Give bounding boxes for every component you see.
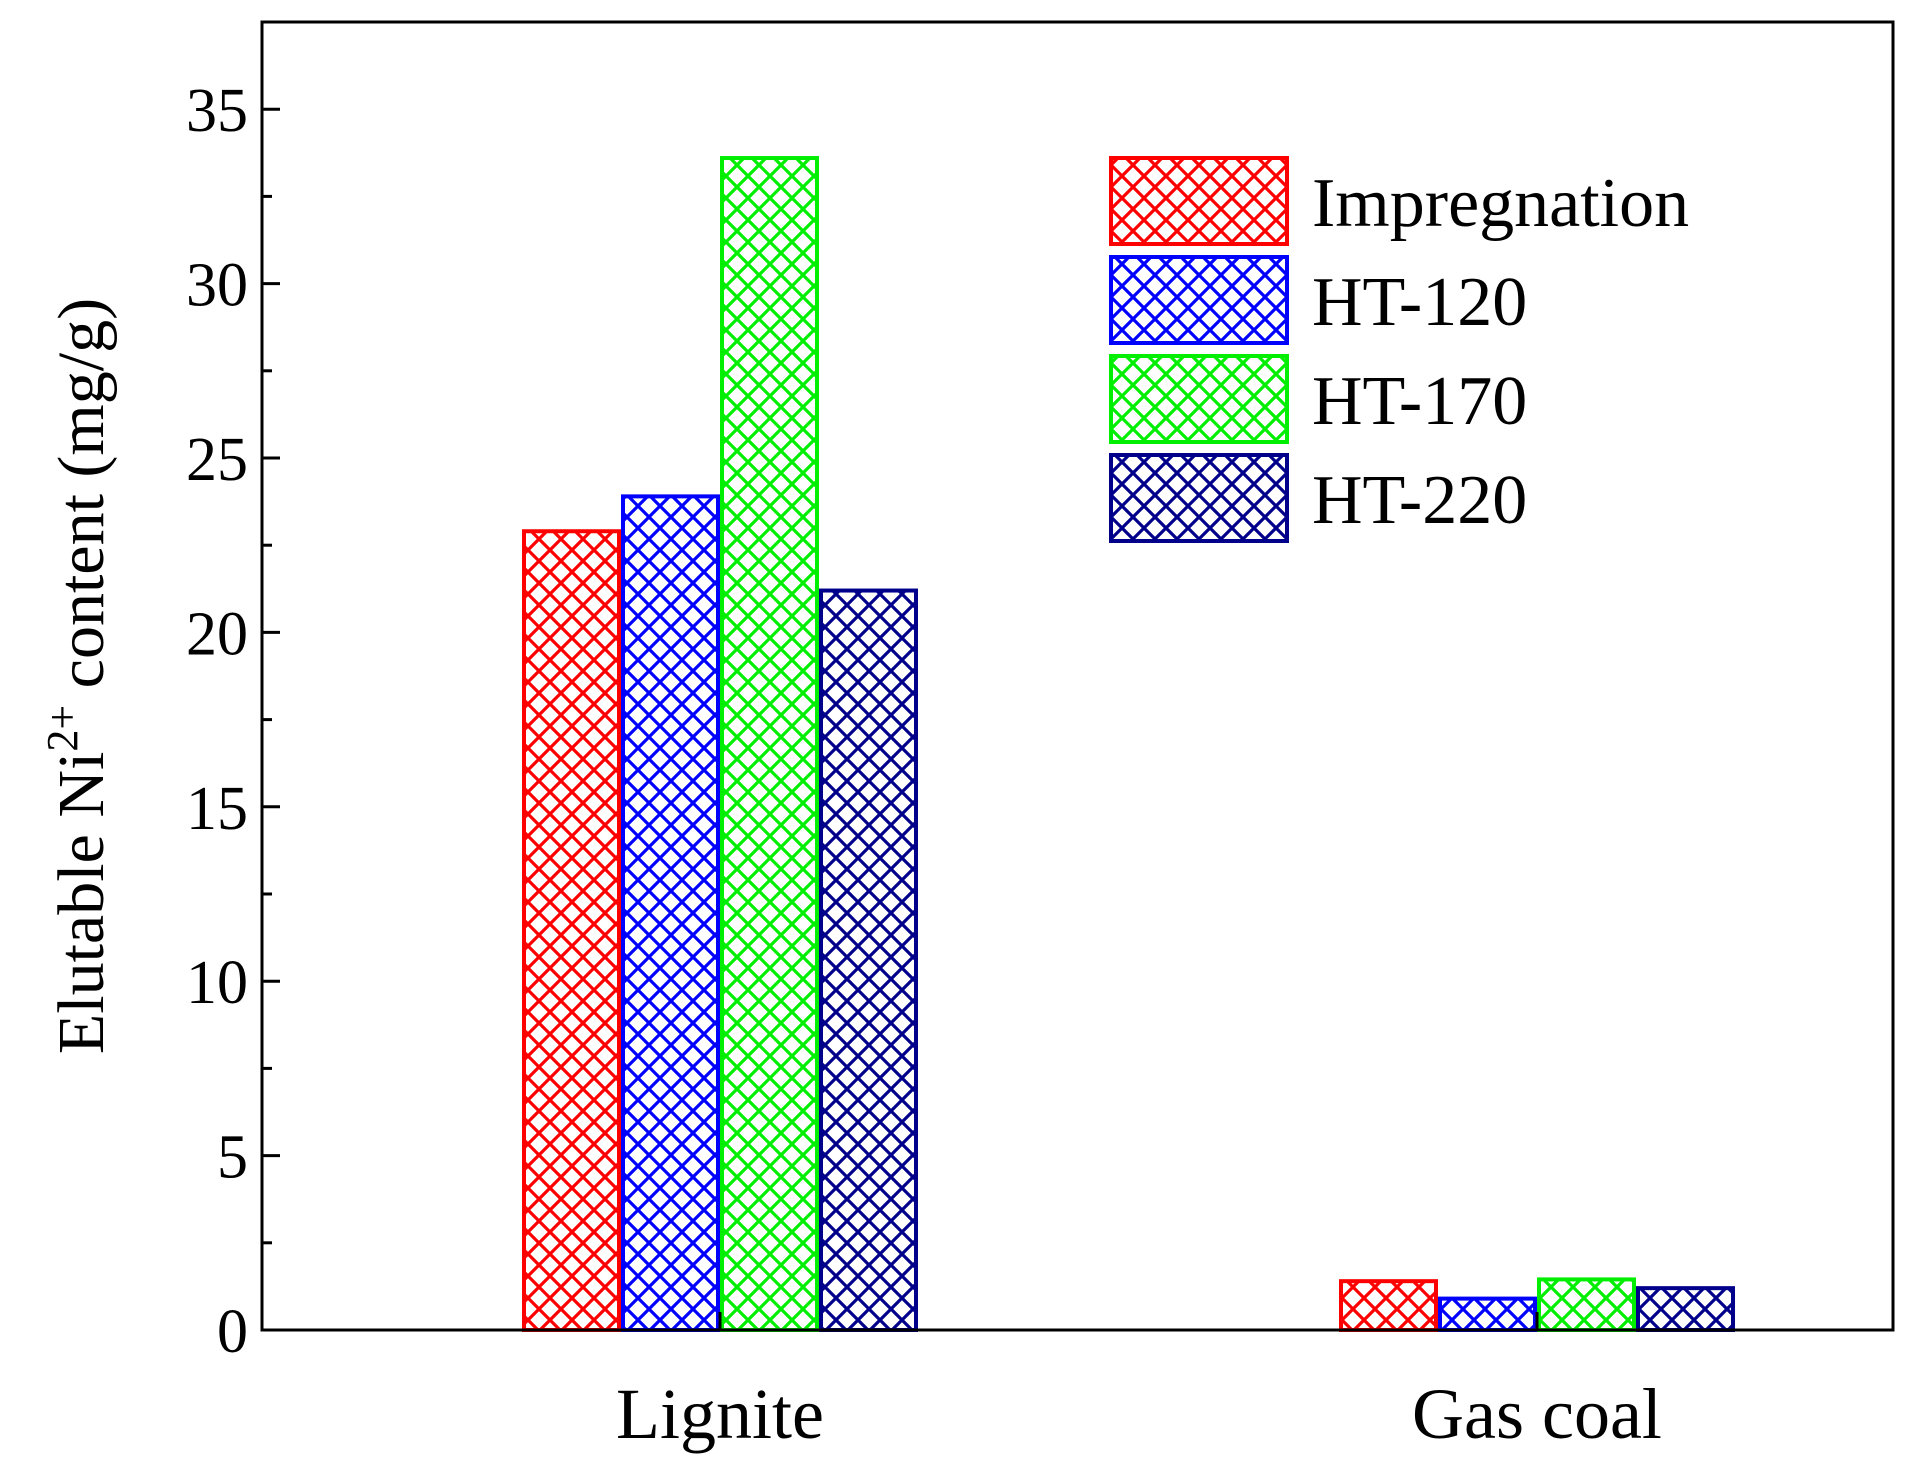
legend-label-impregnation: Impregnation (1312, 165, 1689, 242)
y-tick-label: 25 (186, 426, 248, 494)
x-axis-category-labels: Lignite Gas coal (616, 1312, 1662, 1454)
x-category-label-gas-coal: Gas coal (1412, 1374, 1662, 1454)
legend-swatch-ht-120 (1109, 255, 1289, 345)
x-category-label-lignite: Lignite (616, 1374, 824, 1454)
y-tick-label: 30 (186, 252, 248, 320)
y-tick-label: 20 (186, 600, 248, 668)
y-tick-label: 5 (217, 1124, 248, 1192)
legend: Impregnation HT-120 HT-170 HT-220 (1109, 156, 1689, 543)
legend-swatch-impregnation (1109, 156, 1289, 246)
bar-lignite-ht-120 (621, 494, 720, 1333)
bar-lignite-ht-220 (819, 588, 918, 1332)
y-axis-label: Elutable Ni2+ content (mg/g) (38, 298, 118, 1054)
legend-swatch-ht-170 (1109, 354, 1289, 444)
legend-label-ht-220: HT-220 (1312, 462, 1527, 539)
y-tick-label: 10 (186, 949, 248, 1017)
bar-gas-coal-ht-220 (1636, 1286, 1735, 1333)
y-tick-label: 0 (217, 1298, 248, 1366)
y-axis-label-main: Elutable Ni (45, 752, 118, 1054)
bars-layer (522, 156, 1735, 1333)
bar-gas-coal-ht-120 (1438, 1296, 1537, 1333)
bar-gas-coal-impregnation (1339, 1279, 1438, 1332)
y-tick-label: 35 (186, 77, 248, 145)
y-tick-label: 15 (186, 775, 248, 843)
legend-label-ht-170: HT-170 (1312, 363, 1527, 440)
y-axis-label-unit: content (mg/g) (45, 298, 118, 705)
legend-label-ht-120: HT-120 (1312, 264, 1527, 341)
y-axis-ticks: 0 5 10 15 20 25 30 35 (186, 20, 280, 1366)
bar-lignite-impregnation (522, 529, 621, 1332)
y-axis-label-superscript: 2+ (38, 705, 87, 752)
plot-frame (260, 20, 1895, 1332)
legend-swatch-ht-220 (1109, 453, 1289, 543)
bar-gas-coal-ht-170 (1537, 1277, 1636, 1332)
bar-lignite-ht-170 (720, 156, 819, 1333)
